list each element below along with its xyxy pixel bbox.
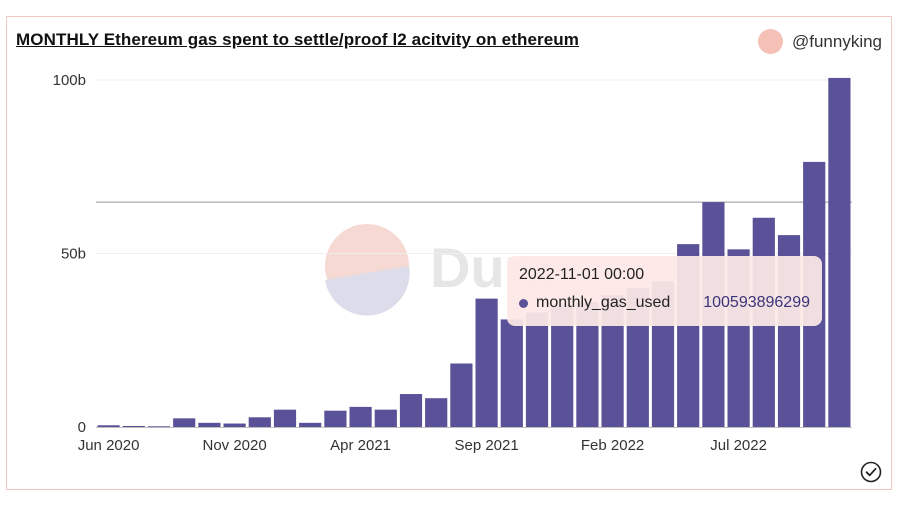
y-tick-label: 0 [78, 419, 86, 436]
tooltip: 2022-11-01 00:00 monthly_gas_used 100593… [507, 256, 822, 326]
x-tick-label: Jul 2022 [710, 437, 767, 454]
bar[interactable] [551, 305, 574, 427]
bar[interactable] [475, 298, 498, 427]
tooltip-value: 100593896299 [703, 294, 810, 311]
bar[interactable] [828, 77, 851, 427]
chart-title[interactable]: MONTHLY Ethereum gas spent to settle/pro… [16, 30, 579, 49]
bar[interactable] [399, 394, 423, 427]
x-tick-label: Feb 2022 [581, 437, 644, 454]
series-dot-icon [519, 298, 528, 308]
bar[interactable] [299, 422, 322, 427]
x-tick-label: Jun 2020 [78, 437, 140, 454]
bar[interactable] [122, 425, 145, 427]
bar[interactable] [500, 319, 523, 427]
bar[interactable] [576, 302, 599, 427]
tooltip-row: monthly_gas_used 100593896299 [519, 294, 810, 312]
y-tick-label: 50b [61, 246, 86, 263]
bar[interactable] [450, 363, 473, 427]
bar[interactable] [349, 406, 372, 427]
bar[interactable] [374, 409, 397, 427]
author-badge[interactable]: @funnyking [757, 29, 882, 54]
bar[interactable] [147, 426, 171, 428]
avatar [757, 29, 783, 54]
x-tick-label: Sep 2021 [454, 437, 518, 454]
check-circle-icon[interactable] [860, 461, 882, 483]
bar[interactable] [525, 312, 549, 427]
bar[interactable] [273, 409, 297, 427]
tooltip-date: 2022-11-01 00:00 [519, 266, 645, 283]
bar[interactable] [601, 295, 624, 427]
y-tick-label: 100b [53, 72, 86, 89]
x-tick-label: Nov 2020 [202, 437, 266, 454]
bar[interactable] [198, 422, 221, 427]
bar[interactable] [425, 398, 448, 427]
watermark-logo-slice [325, 266, 410, 316]
bar[interactable] [248, 417, 271, 427]
x-tick-label: Apr 2021 [330, 437, 391, 454]
author-name: @funnyking [791, 31, 882, 51]
tooltip-series-name: monthly_gas_used [536, 294, 671, 311]
bar[interactable] [223, 423, 246, 427]
bar[interactable] [324, 410, 347, 427]
bar[interactable] [97, 425, 120, 427]
bar[interactable] [173, 418, 196, 427]
